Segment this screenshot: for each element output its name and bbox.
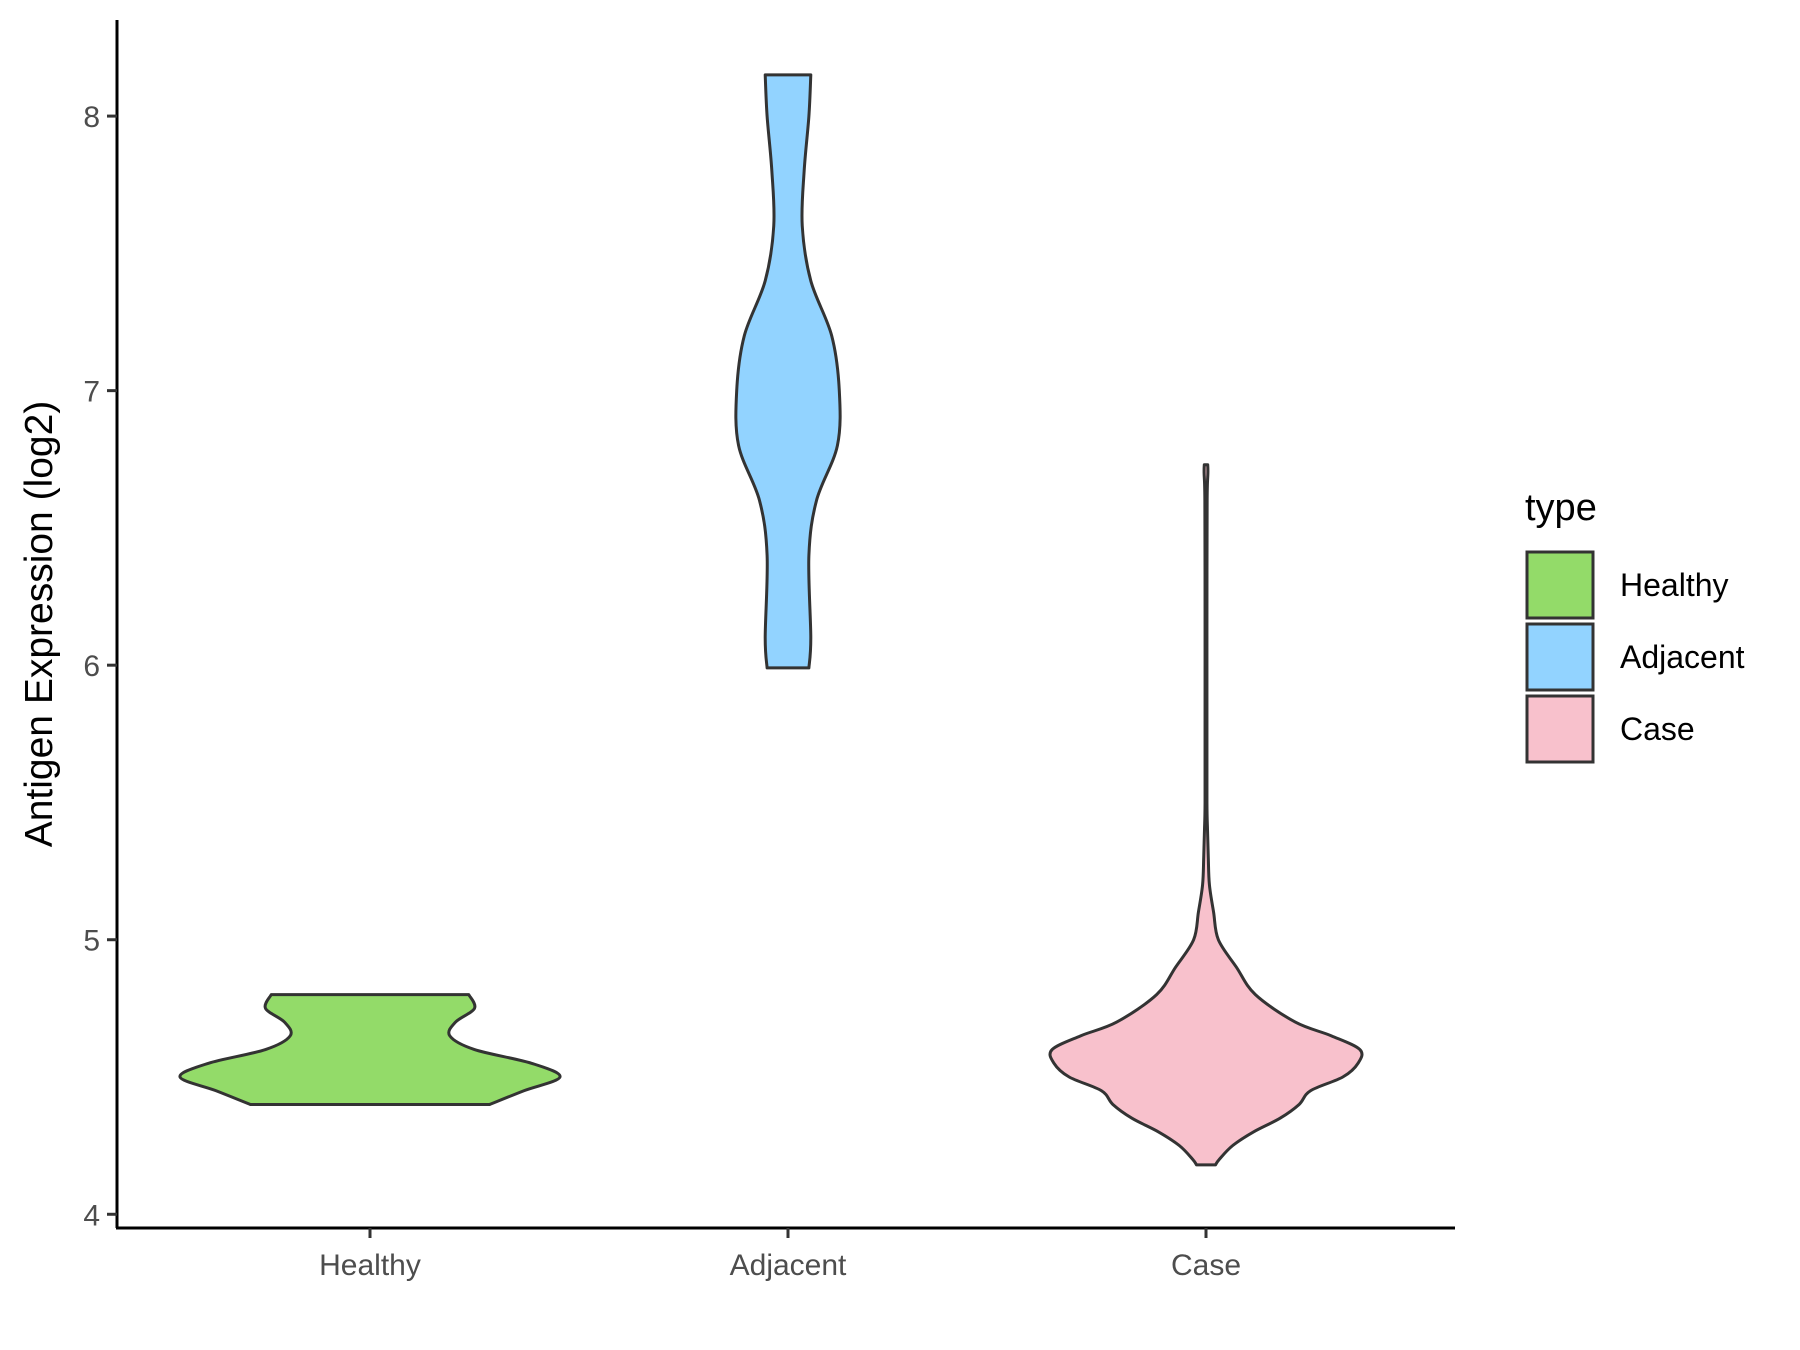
legend-label-case: Case [1620, 711, 1695, 747]
y-tick-label: 5 [83, 925, 100, 958]
legend: type Healthy Adjacent Case [1525, 487, 1745, 764]
legend-label-adjacent: Adjacent [1620, 639, 1745, 675]
y-tick-label: 8 [83, 101, 100, 134]
y-axis-title: Antigen Expression (log2) [18, 401, 61, 848]
legend-swatch-adjacent [1525, 622, 1595, 692]
legend-label-healthy: Healthy [1620, 567, 1729, 603]
x-tick-label: Adjacent [730, 1249, 847, 1282]
y-tick-label: 4 [83, 1199, 100, 1232]
violin-adjacent [734, 73, 842, 670]
legend-swatch-case [1525, 694, 1595, 764]
violin-healthy [178, 993, 562, 1106]
y-axis-ticks: 4 5 6 7 8 [83, 101, 117, 1232]
x-tick-label: Case [1171, 1249, 1241, 1282]
x-tick-label: Healthy [319, 1249, 421, 1282]
y-tick-label: 6 [83, 650, 100, 683]
legend-swatch-healthy [1525, 550, 1595, 620]
y-tick-label: 7 [83, 376, 100, 409]
legend-title: type [1525, 487, 1597, 529]
x-axis-ticks: Healthy Adjacent Case [319, 1228, 1241, 1282]
violin-layer [178, 73, 1364, 1167]
violin-case [1048, 463, 1364, 1167]
